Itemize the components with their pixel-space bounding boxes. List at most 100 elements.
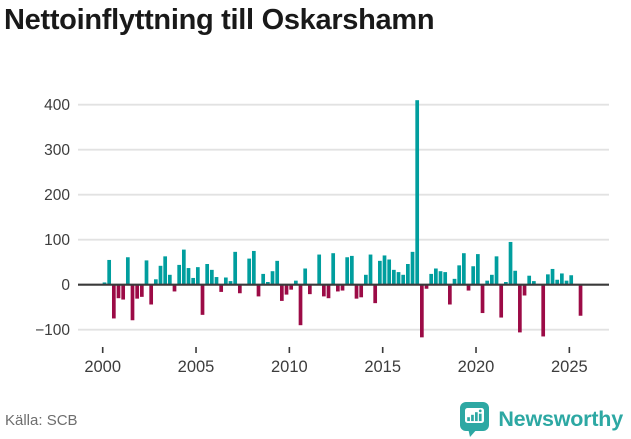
bar-2008-Q2: [256, 284, 261, 297]
bar-2025-Q3: [578, 284, 583, 316]
bar-2002-Q1: [139, 284, 144, 297]
bar-2003-Q1: [158, 265, 163, 285]
bar-2000-Q2: [107, 259, 112, 285]
bar-2010-Q1: [289, 284, 294, 290]
bar-2005-Q1: [195, 267, 200, 285]
bar-2013-Q2: [350, 255, 354, 285]
bar-2013-Q4: [359, 284, 364, 298]
bar-2006-Q4: [228, 281, 233, 285]
bar-2006-Q3: [223, 277, 228, 285]
bar-2001-Q2: [125, 257, 130, 285]
y-tick-label-400: 400: [44, 97, 70, 114]
bar-2013-Q3: [354, 284, 359, 299]
bar-2024-Q1: [550, 268, 555, 285]
bar-2008-Q4: [265, 282, 270, 285]
y-tick-label--100: −100: [35, 322, 70, 339]
newsworthy-brand: Newsworthy: [459, 401, 623, 437]
bar-2024-Q2: [555, 279, 560, 285]
bar-2021-Q3: [504, 282, 508, 285]
bar-2000-Q1: [102, 282, 107, 285]
bar-2012-Q1: [326, 284, 331, 299]
bar-2017-Q1: [420, 284, 424, 338]
bar-2011-Q4: [321, 284, 326, 297]
bar-2018-Q4: [452, 278, 457, 285]
bar-2015-Q2: [387, 259, 392, 285]
bar-2021-Q4: [508, 241, 513, 285]
bar-2022-Q3: [522, 284, 527, 296]
bar-2016-Q1: [401, 274, 406, 285]
x-tick-label-2000: 2000: [84, 358, 121, 376]
bar-2017-Q2: [424, 284, 429, 289]
x-tick-label-2010: 2010: [271, 358, 308, 376]
bar-2020-Q3: [485, 280, 490, 285]
bar-2008-Q3: [261, 273, 266, 285]
bar-2018-Q2: [443, 272, 448, 285]
bar-2008-Q1: [251, 250, 256, 285]
bar-2004-Q1: [177, 264, 182, 285]
y-tick-label-300: 300: [44, 142, 70, 159]
bar-2022-Q1: [513, 270, 518, 285]
bar-2021-Q2: [499, 284, 504, 318]
chart-title: Nettoinflyttning till Oskarshamn: [4, 4, 435, 36]
bar-2009-Q4: [284, 284, 289, 295]
net-migration-bar-chart: 400 300 200 100 0 −100 2000 2005 2010 2015 2020 202…: [35, 97, 609, 376]
bar-2003-Q4: [172, 284, 177, 292]
bar-2022-Q2: [518, 284, 522, 333]
y-tick-label-100: 100: [44, 232, 70, 249]
bar-2019-Q1: [457, 265, 462, 285]
bar-2009-Q3: [279, 284, 284, 301]
bar-2000-Q3: [111, 284, 116, 319]
bar-2011-Q1: [307, 284, 312, 295]
bar-2023-Q4: [546, 274, 550, 285]
bar-2007-Q1: [233, 251, 238, 285]
bar-2017-Q4: [434, 268, 438, 285]
bar-2020-Q2: [480, 284, 485, 314]
bar-2012-Q2: [331, 253, 336, 285]
brand-name: Newsworthy: [498, 406, 623, 431]
x-tick-label-2025: 2025: [551, 358, 588, 376]
bar-2018-Q1: [438, 271, 443, 285]
bar-2016-Q2: [406, 264, 410, 285]
bar-2015-Q1: [382, 255, 387, 285]
y-tick-label-200: 200: [44, 187, 70, 204]
bar-2015-Q3: [392, 269, 396, 285]
bar-2007-Q2: [237, 284, 242, 294]
bar-2002-Q3: [149, 284, 154, 305]
bar-2016-Q4: [415, 100, 420, 285]
bar-2003-Q3: [167, 274, 172, 285]
bar-2010-Q2: [293, 280, 298, 285]
bar-2014-Q3: [373, 284, 378, 304]
bar-2017-Q3: [429, 273, 434, 285]
bar-2006-Q2: [219, 284, 224, 292]
source-caption: Källa: SCB: [5, 412, 78, 429]
bar-2006-Q1: [214, 277, 219, 285]
bar-2007-Q4: [247, 258, 252, 285]
x-tick-label-2020: 2020: [458, 358, 495, 376]
x-tick-label-2015: 2015: [364, 358, 401, 376]
x-tick-label-2005: 2005: [178, 358, 215, 376]
bar-2019-Q2: [462, 253, 466, 285]
bar-2020-Q4: [490, 274, 494, 285]
bar-2015-Q4: [396, 272, 401, 285]
bar-2012-Q4: [340, 284, 345, 291]
bar-2009-Q2: [275, 260, 280, 285]
bar-2001-Q4: [135, 284, 140, 299]
bar-2000-Q4: [116, 284, 121, 299]
bar-2018-Q3: [448, 284, 452, 305]
bar-2002-Q2: [144, 260, 149, 285]
bar-2024-Q3: [560, 273, 564, 285]
bar-2014-Q2: [368, 254, 373, 285]
bar-2012-Q3: [336, 284, 340, 292]
bar-2004-Q2: [181, 249, 186, 285]
bar-2010-Q4: [303, 268, 308, 285]
bar-2005-Q2: [200, 284, 205, 315]
bar-2001-Q3: [130, 284, 135, 321]
bar-2001-Q1: [121, 284, 126, 300]
bar-2014-Q1: [364, 274, 368, 285]
y-tick-label-0: 0: [61, 277, 70, 294]
bar-2014-Q4: [378, 260, 382, 285]
bar-2024-Q4: [564, 280, 569, 285]
bar-2023-Q3: [541, 284, 546, 337]
bar-2020-Q1: [476, 254, 480, 285]
bar-2004-Q3: [186, 268, 191, 285]
